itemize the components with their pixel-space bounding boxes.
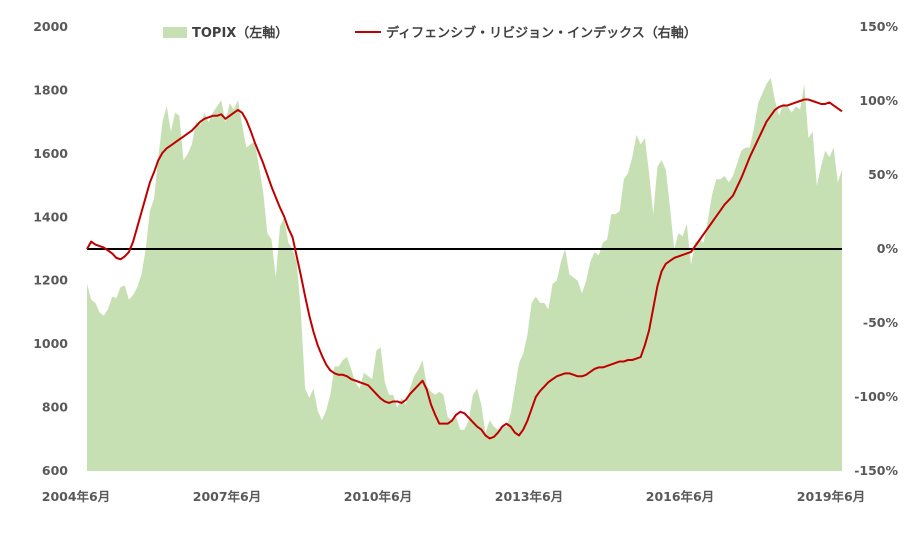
- y-right-tick-label: 100%: [859, 93, 898, 108]
- y-left-tick-label: 800: [42, 400, 68, 415]
- legend-swatch-topix: [163, 27, 187, 38]
- x-tick-label: 2016年6月: [646, 489, 715, 504]
- legend-label-topix: TOPIX（左軸）: [192, 25, 288, 41]
- y-right-tick-label: 150%: [859, 19, 898, 34]
- x-tick-label: 2010年6月: [344, 489, 413, 504]
- y-left-tick-label: 1400: [33, 209, 68, 224]
- x-tick-label: 2013年6月: [495, 489, 564, 504]
- y-left-tick-label: 1600: [33, 146, 68, 161]
- y-right-tick-label: 0%: [877, 241, 899, 256]
- y-left-tick-label: 1000: [33, 336, 68, 351]
- y-right-tick-label: -100%: [854, 389, 898, 404]
- y-left-tick-label: 1800: [33, 82, 68, 97]
- y-left-tick-label: 1200: [33, 273, 68, 288]
- revision-index-line: [86, 98, 843, 440]
- y-right-tick-label: 50%: [868, 167, 898, 182]
- legend-label-dri: ディフェンシブ・リビジョン・インデックス（右軸）: [386, 25, 697, 41]
- y-right-tick-label: -150%: [854, 463, 898, 478]
- x-tick-label: 2004年6月: [42, 489, 111, 504]
- x-tick-label: 2019年6月: [797, 489, 866, 504]
- legend: TOPIX（左軸） ディフェンシブ・リビジョン・インデックス（右軸）: [163, 25, 697, 41]
- x-tick-label: 2007年6月: [193, 489, 262, 504]
- y-left-tick-label: 600: [42, 463, 68, 478]
- topix-area: [87, 77, 842, 472]
- y-right-tick-label: -50%: [863, 315, 899, 330]
- y-left-tick-label: 2000: [33, 19, 68, 34]
